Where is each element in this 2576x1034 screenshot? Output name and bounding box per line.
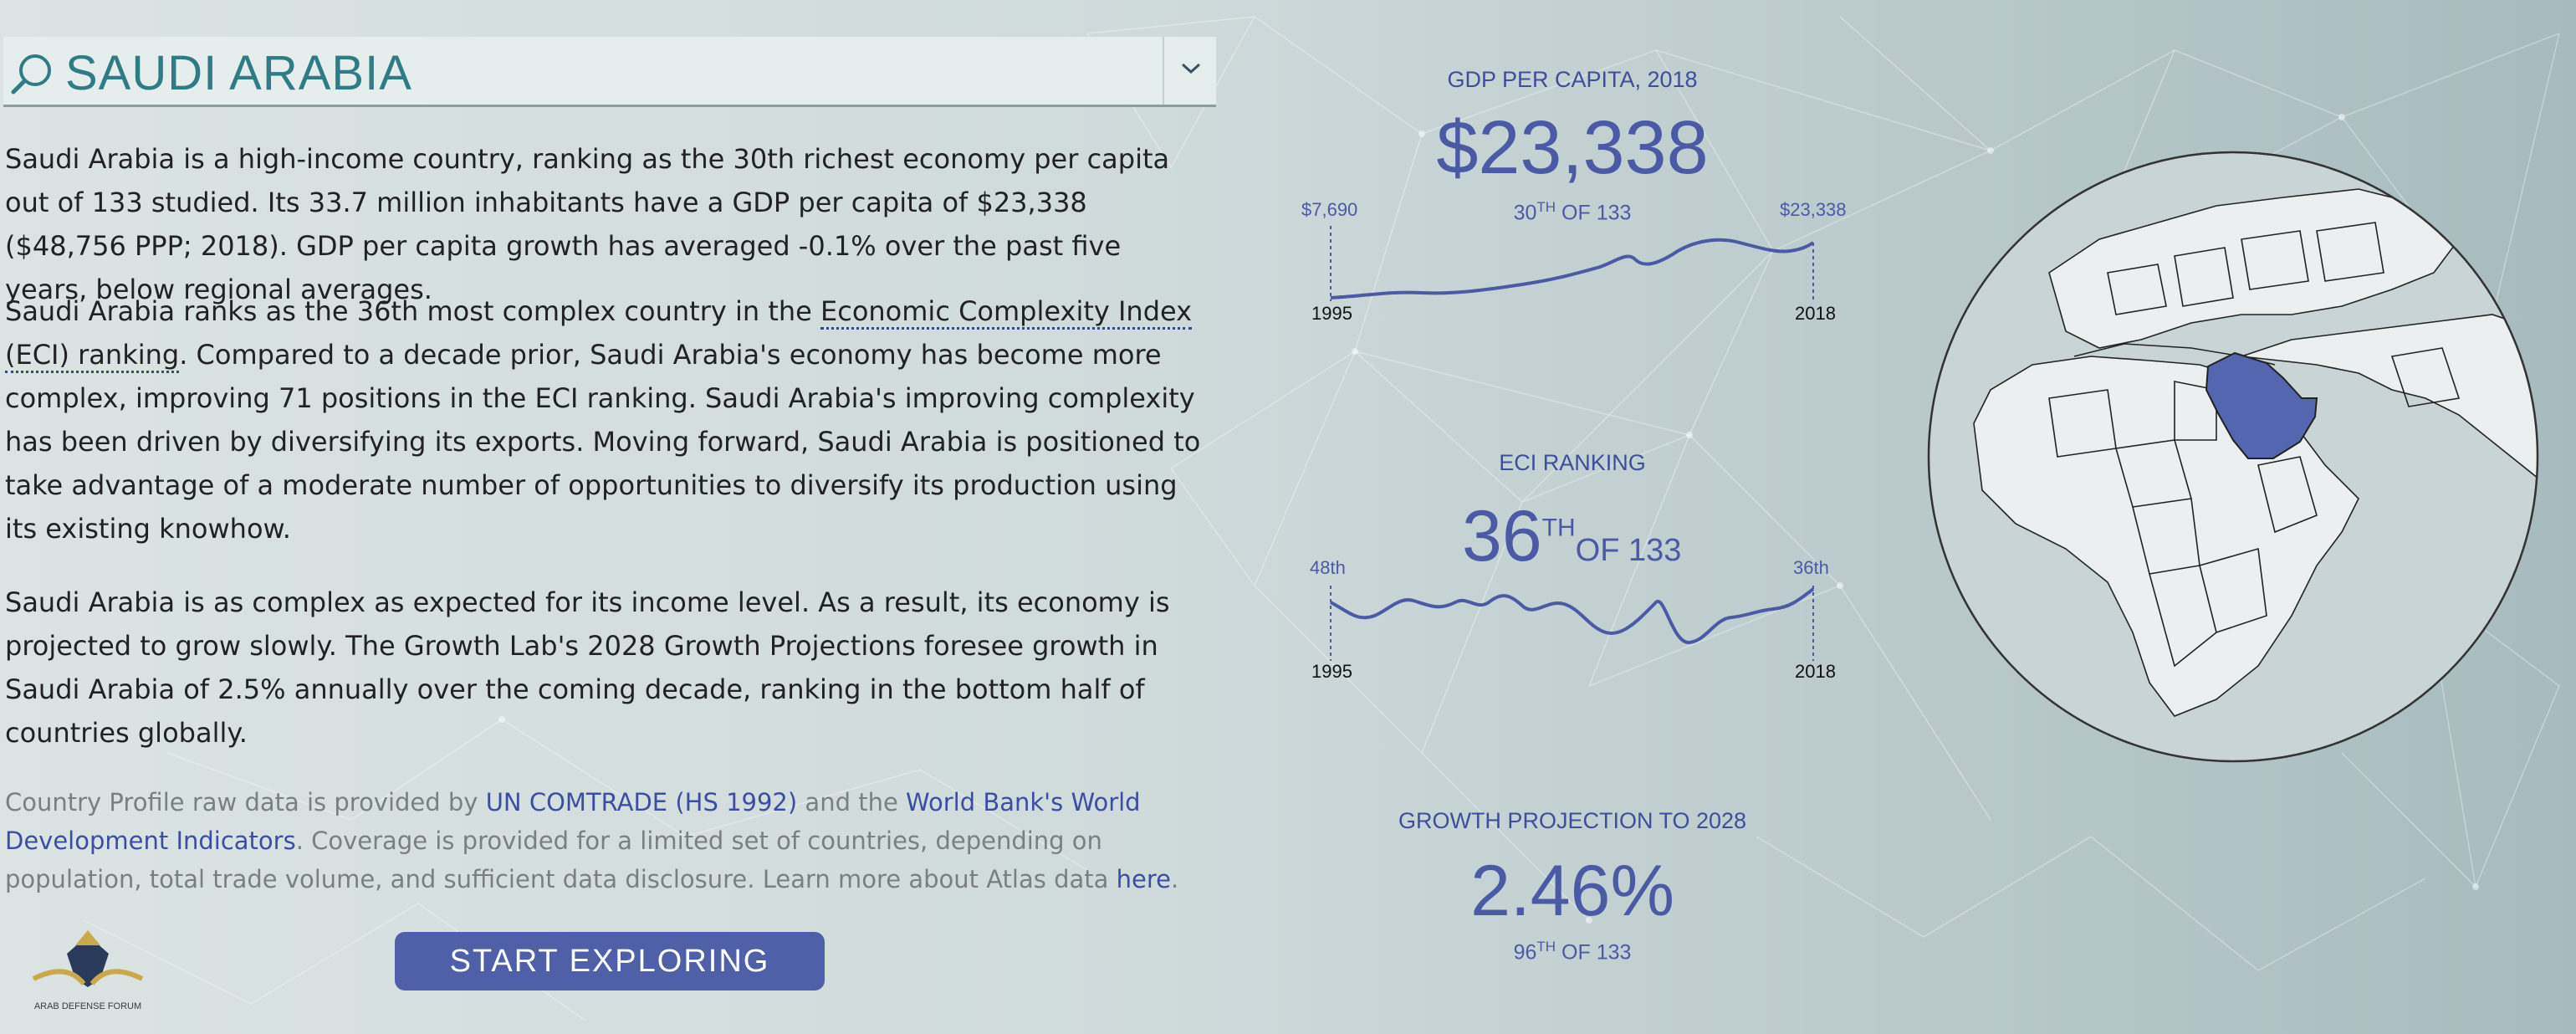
growth-rank-suffix: TH [1536,939,1556,955]
eci-sparkline [1330,586,1815,661]
eci-end-value: 36th [1793,557,1829,578]
logo-text: ARAB DEFENSE FORUM [34,1001,141,1011]
country-dropdown-button[interactable] [1163,37,1216,105]
saudi-arabia-highlight[interactable] [2205,351,2318,459]
growth-value: 2.46% [1470,851,1674,931]
gdp-start-year: 1995 [1311,303,1352,324]
intro-paragraph-complexity: Saudi Arabia ranks as the 36th most comp… [5,289,1209,550]
gdp-value: $23,338 [1436,106,1709,190]
note-text-1: Country Profile raw data is provided by [5,788,486,816]
gdp-start-value: $7,690 [1301,199,1358,220]
gdp-sparkline [1330,226,1815,301]
eci-end-year: 2018 [1795,661,1836,682]
search-icon[interactable] [10,50,55,95]
eci-ranking-link[interactable]: Economic Complexity Index (ECI) ranking [5,295,1193,373]
eci-rank-of: OF 133 [1575,533,1682,568]
eci-title: ECI RANKING [1499,450,1646,475]
eci-rank-number: 36 [1462,496,1542,576]
country-name-input[interactable]: SAUDI ARABIA [65,46,412,100]
growth-rank: 96TH OF 133 [1363,939,1781,965]
gdp-end-year: 2018 [1795,303,1836,324]
eci-start-year: 1995 [1311,661,1352,682]
gdp-rank-suffix: TH [1536,199,1556,215]
intro-paragraph-growth: Saudi Arabia is as complex as expected f… [5,586,1170,749]
note-text-4: . [1170,865,1179,893]
eci-start-value: 48th [1310,557,1346,578]
world-bank-link[interactable]: World Bank's World Development Indicator… [5,788,1141,855]
arab-defense-forum-logo: ARAB DEFENSE FORUM [32,930,144,1011]
note-text-3: . Coverage is provided for a limited set… [5,827,1117,893]
atlas-data-link[interactable]: here [1116,865,1171,893]
growth-rank-of: OF 133 [1561,940,1632,965]
un-comtrade-link[interactable]: UN COMTRADE (HS 1992) [485,788,798,816]
note-text-2: and the [797,788,907,816]
growth-rank-number: 96 [1513,940,1537,965]
world-globe-map[interactable] [1924,147,2543,766]
country-search-bar[interactable]: SAUDI ARABIA [3,37,1216,107]
middle-east-landmass [2241,314,2538,484]
intro-paragraph-income: Saudi Arabia is a high-income country, r… [5,143,1170,305]
eci-rank-suffix: TH [1541,514,1576,542]
start-exploring-button[interactable]: START EXPLORING [395,932,825,990]
gdp-rank: 30TH OF 133 [1363,199,1781,225]
gdp-rank-of: OF 133 [1561,201,1632,225]
eci-rank-value: 36THOF 133 [1462,495,1681,578]
data-source-note: Country Profile raw data is provided by … [5,783,1209,898]
gdp-title: GDP PER CAPITA, 2018 [1447,67,1698,92]
intro-text-after: . Compared to a decade prior, Saudi Arab… [5,339,1201,545]
chevron-down-icon [1181,63,1201,74]
gdp-end-value: $23,338 [1780,199,1847,220]
intro-text-before: Saudi Arabia ranks as the 36th most comp… [5,295,820,327]
gdp-rank-number: 30 [1513,201,1537,225]
growth-title: GROWTH PROJECTION TO 2028 [1398,808,1747,833]
